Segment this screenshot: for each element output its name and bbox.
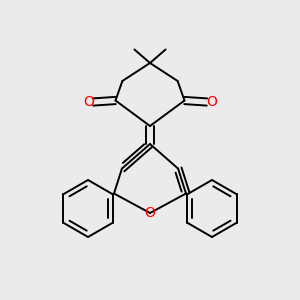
Text: O: O <box>206 95 217 109</box>
Text: O: O <box>145 206 155 220</box>
Text: O: O <box>83 95 94 109</box>
